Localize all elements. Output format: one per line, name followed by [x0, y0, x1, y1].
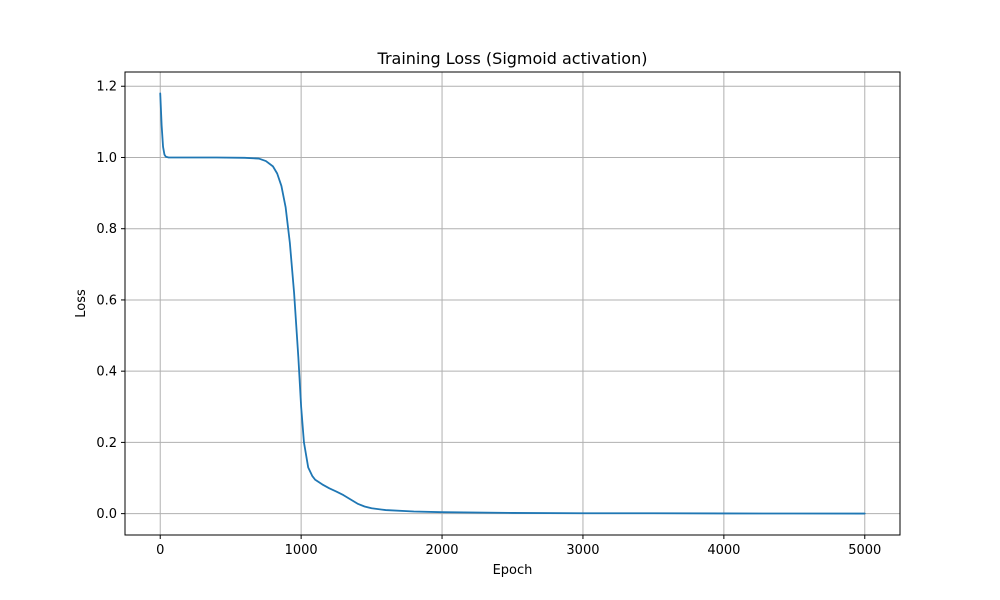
y-tick-label: 0.0 — [96, 507, 117, 522]
x-tick-label: 0 — [156, 543, 164, 558]
x-tick-label: 5000 — [848, 543, 881, 558]
series-layer — [159, 92, 866, 515]
y-tick-label: 1.0 — [96, 151, 117, 166]
y-tick-label: 0.6 — [96, 293, 117, 308]
x-tick-label: 3000 — [566, 543, 599, 558]
y-tick-label: 0.4 — [96, 365, 117, 380]
loss-series-line — [159, 92, 866, 515]
axes-frame — [124, 71, 901, 536]
y-tick-label: 0.8 — [96, 222, 117, 237]
y-axis-label: Loss — [74, 289, 89, 318]
x-axis-label: Epoch — [493, 563, 533, 578]
x-tick-label: 4000 — [707, 543, 740, 558]
x-tick-label: 1000 — [285, 543, 318, 558]
ticks: 0 1000 2000 3000 4000 5000 0.0 0.2 0.4 0.6 0.8 1.0 1… — [96, 80, 881, 558]
chart-title: Training Loss (Sigmoid activation) — [377, 49, 648, 68]
x-tick-label: 2000 — [425, 543, 458, 558]
y-tick-label: 1.2 — [96, 80, 117, 95]
y-tick-label: 0.2 — [96, 436, 117, 451]
